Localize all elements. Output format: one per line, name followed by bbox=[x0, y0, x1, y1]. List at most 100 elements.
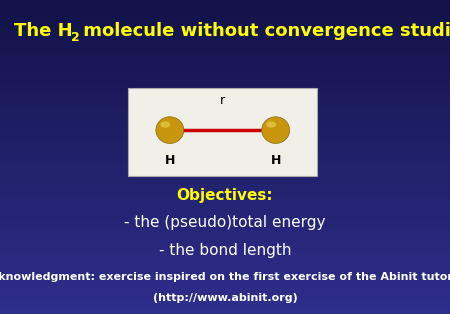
Bar bbox=[0, 198, 450, 199]
Bar bbox=[0, 146, 450, 148]
Bar bbox=[0, 24, 450, 25]
Bar bbox=[0, 210, 450, 212]
Bar bbox=[0, 215, 450, 217]
Bar bbox=[0, 229, 450, 231]
Bar bbox=[0, 298, 450, 300]
Bar bbox=[0, 11, 450, 13]
Bar bbox=[0, 262, 450, 264]
Bar bbox=[0, 303, 450, 305]
Bar bbox=[0, 306, 450, 308]
Bar bbox=[0, 49, 450, 50]
Bar bbox=[0, 31, 450, 33]
Bar bbox=[0, 251, 450, 253]
Bar bbox=[0, 124, 450, 126]
Bar bbox=[0, 46, 450, 47]
Bar bbox=[0, 47, 450, 49]
Text: - the bond length: - the bond length bbox=[159, 243, 291, 258]
Bar bbox=[0, 218, 450, 220]
Text: Acknowledgment: exercise inspired on the first exercise of the Abinit tutorial: Acknowledgment: exercise inspired on the… bbox=[0, 272, 450, 282]
Bar bbox=[0, 100, 450, 102]
Bar bbox=[0, 143, 450, 144]
Bar bbox=[0, 276, 450, 278]
Bar bbox=[0, 140, 450, 141]
Bar bbox=[0, 173, 450, 174]
Bar bbox=[0, 179, 450, 181]
Bar bbox=[0, 159, 450, 160]
Bar bbox=[0, 250, 450, 251]
Ellipse shape bbox=[156, 117, 184, 143]
Bar bbox=[0, 72, 450, 74]
Bar bbox=[0, 110, 450, 111]
Bar bbox=[0, 311, 450, 312]
Bar bbox=[0, 254, 450, 256]
Bar bbox=[0, 195, 450, 196]
Bar bbox=[0, 141, 450, 143]
Bar bbox=[0, 89, 450, 91]
Bar bbox=[0, 272, 450, 273]
Bar bbox=[0, 286, 450, 287]
Bar bbox=[0, 308, 450, 309]
Bar bbox=[0, 88, 450, 89]
Bar bbox=[0, 275, 450, 276]
Bar bbox=[0, 309, 450, 311]
Text: r: r bbox=[220, 94, 225, 107]
Bar bbox=[0, 133, 450, 135]
Bar bbox=[0, 187, 450, 188]
Bar bbox=[0, 53, 450, 55]
Bar bbox=[0, 36, 450, 38]
Bar bbox=[0, 281, 450, 283]
Bar bbox=[0, 154, 450, 155]
Ellipse shape bbox=[266, 121, 276, 127]
Bar bbox=[0, 16, 450, 17]
Bar bbox=[0, 220, 450, 221]
Bar bbox=[0, 75, 450, 77]
Bar bbox=[0, 77, 450, 78]
Bar bbox=[0, 284, 450, 286]
Bar bbox=[0, 265, 450, 267]
Bar bbox=[0, 248, 450, 250]
Text: The H: The H bbox=[14, 22, 72, 40]
Bar bbox=[0, 226, 450, 228]
Bar bbox=[0, 259, 450, 261]
Bar bbox=[0, 177, 450, 179]
Bar bbox=[0, 39, 450, 41]
Bar bbox=[0, 237, 450, 239]
Bar bbox=[0, 170, 450, 171]
Bar bbox=[0, 297, 450, 298]
Text: (http://www.abinit.org): (http://www.abinit.org) bbox=[153, 293, 297, 303]
Bar bbox=[0, 41, 450, 42]
Bar bbox=[0, 66, 450, 68]
Bar bbox=[0, 69, 450, 71]
Bar bbox=[0, 28, 450, 30]
Bar bbox=[0, 232, 450, 234]
Bar bbox=[0, 68, 450, 69]
Bar bbox=[0, 80, 450, 82]
Bar bbox=[0, 270, 450, 272]
Bar bbox=[0, 223, 450, 225]
Bar bbox=[0, 14, 450, 16]
Bar bbox=[0, 209, 450, 210]
Bar bbox=[0, 162, 450, 163]
Bar bbox=[0, 192, 450, 193]
Bar bbox=[0, 138, 450, 140]
Bar bbox=[0, 132, 450, 133]
Bar bbox=[0, 151, 450, 152]
Bar bbox=[0, 273, 450, 275]
Bar bbox=[0, 97, 450, 99]
Bar bbox=[0, 111, 450, 113]
Bar bbox=[0, 58, 450, 60]
Bar bbox=[0, 116, 450, 118]
Bar bbox=[0, 184, 450, 185]
Bar bbox=[0, 268, 450, 270]
Bar bbox=[0, 199, 450, 201]
Bar bbox=[0, 305, 450, 306]
Bar bbox=[0, 27, 450, 28]
Bar bbox=[0, 174, 450, 176]
Bar bbox=[0, 256, 450, 257]
Bar bbox=[0, 78, 450, 80]
Bar bbox=[0, 201, 450, 203]
Bar bbox=[0, 217, 450, 218]
Bar bbox=[0, 188, 450, 190]
Bar bbox=[0, 5, 450, 6]
Text: H: H bbox=[270, 154, 281, 167]
